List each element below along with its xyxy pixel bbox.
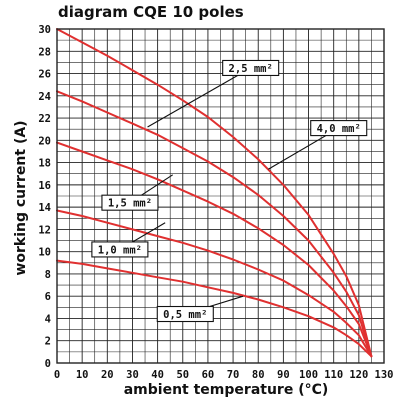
callout-box (91, 241, 149, 258)
x-tick-label: 10 (76, 369, 89, 381)
y-tick-label: 18 (38, 158, 51, 170)
y-tick-label: 10 (38, 247, 51, 259)
y-tick-label: 20 (38, 135, 51, 147)
callout-label: 4,0 mm² (317, 123, 361, 135)
tick-labels: 0 10 20 30 40 50 60 70 80 90 100 110 120 130024681012… (38, 24, 393, 381)
y-axis-label: working current (A) (13, 120, 29, 275)
y-tick-label: 16 (38, 180, 51, 192)
y-tick-label: 6 (45, 291, 51, 303)
x-tick-label: 80 (252, 369, 265, 381)
callout-label: 1,5 mm² (108, 198, 152, 210)
x-tick-label: 30 (126, 369, 139, 381)
grid (56, 28, 385, 364)
x-tick-label: 120 (349, 369, 368, 381)
callouts: 2,5 mm² 4,0 mm² 1,5 mm² 1,0 mm² 0,5 mm² (91, 59, 368, 323)
x-tick-label: 60 (202, 369, 215, 381)
callout-box (222, 59, 280, 77)
y-tick-label: 12 (38, 224, 51, 236)
callout-box (156, 305, 214, 323)
series-line (56, 209, 373, 358)
plot-frame (56, 28, 385, 364)
y-tick-label: 4 (45, 313, 51, 325)
series-line (56, 259, 373, 358)
x-axis-label: ambient temperature (°C) (124, 382, 329, 398)
y-tick-label: 0 (45, 358, 51, 370)
x-tick-label: 40 (151, 369, 164, 381)
x-tick-label: 50 (176, 369, 189, 381)
x-tick-label: 110 (324, 369, 343, 381)
callout-label: 1,0 mm² (98, 244, 142, 256)
y-tick-label: 22 (38, 113, 51, 125)
y-tick-label: 28 (38, 46, 51, 58)
callout: 1,0 mm² (91, 222, 166, 258)
callout-box (310, 120, 368, 137)
callout-box (101, 194, 159, 211)
callout: 2,5 mm² (147, 59, 280, 128)
x-tick-label: 130 (375, 369, 394, 381)
y-tick-label: 24 (38, 91, 51, 103)
callout: 0,5 mm² (156, 295, 244, 323)
series-lines (56, 28, 373, 358)
callout-label: 0,5 mm² (163, 309, 207, 321)
x-tick-label: 70 (227, 369, 240, 381)
y-tick-label: 14 (38, 202, 51, 214)
callout: 4,0 mm² (268, 120, 368, 170)
y-tick-label: 30 (38, 24, 51, 36)
x-tick-label: 100 (299, 369, 318, 381)
y-tick-label: 26 (38, 69, 51, 81)
y-tick-label: 2 (45, 336, 51, 348)
x-tick-label: 90 (277, 369, 290, 381)
callout-label: 2,5 mm² (229, 63, 273, 75)
x-tick-label: 0 (54, 369, 60, 381)
series-line (56, 141, 373, 358)
series-line (56, 28, 373, 358)
callout: 1,5 mm² (101, 174, 174, 211)
x-tick-label: 20 (101, 369, 114, 381)
callout-leader (147, 67, 251, 128)
chart-title: diagram CQE 10 poles (58, 3, 244, 21)
series-line (56, 90, 373, 358)
y-tick-label: 8 (45, 269, 51, 281)
